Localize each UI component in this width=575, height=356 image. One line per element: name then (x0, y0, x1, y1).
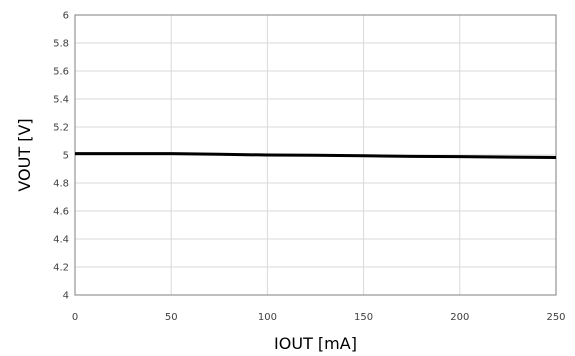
x-tick-label: 50 (165, 312, 178, 323)
y-tick-label: 5.4 (53, 95, 69, 106)
y-tick-label: 4.6 (53, 207, 69, 218)
x-tick-label: 100 (258, 312, 277, 323)
y-tick-label: 4 (63, 291, 69, 302)
x-tick-label: 150 (354, 312, 373, 323)
x-tick-label: 0 (72, 312, 78, 323)
x-axis-title: IOUT [mA] (274, 334, 357, 353)
series-line-vout (75, 152, 557, 160)
y-tick-label: 4.4 (53, 235, 69, 246)
series-layer (75, 152, 557, 160)
y-tick-label: 5 (63, 151, 69, 162)
y-tick-label: 4.2 (53, 263, 69, 274)
y-tick-label: 4.8 (53, 179, 69, 190)
y-axis-title: VOUT [V] (15, 118, 34, 191)
y-tick-label: 5.6 (53, 67, 69, 78)
y-tick-label: 5.2 (53, 123, 69, 134)
y-tick-label: 6 (63, 11, 69, 22)
x-tick-label: 200 (450, 312, 469, 323)
tick-labels: 0 50 100 150 200 250 4 4.2 4.4 4.6 4.8 5 5.2 5.4 5.6 5.… (53, 11, 565, 324)
x-tick-label: 250 (546, 312, 565, 323)
y-tick-label: 5.8 (53, 39, 69, 50)
